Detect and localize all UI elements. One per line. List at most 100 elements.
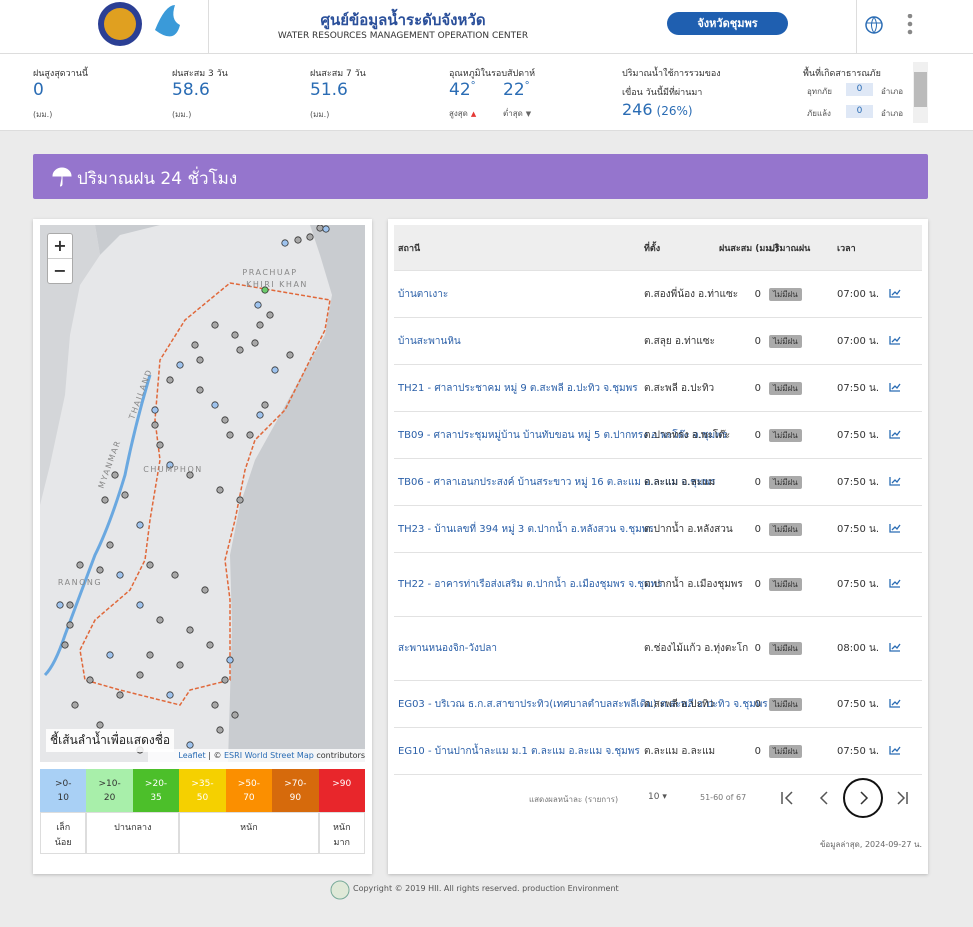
chart-icon-cell[interactable] — [885, 411, 922, 459]
station-marker[interactable] — [71, 701, 79, 709]
chart-icon[interactable] — [889, 429, 901, 439]
station-marker[interactable] — [176, 361, 184, 369]
chart-icon[interactable] — [889, 382, 901, 392]
station-marker[interactable] — [76, 561, 84, 569]
leaflet-link[interactable]: Leaflet — [178, 751, 206, 760]
station-marker[interactable] — [186, 626, 194, 634]
station-marker[interactable] — [66, 621, 74, 629]
station-marker[interactable] — [216, 726, 224, 734]
station-marker[interactable] — [211, 701, 219, 709]
station-marker[interactable] — [254, 301, 262, 309]
station-name[interactable]: TH21 - ศาลาประชาคม หมู่ 9 ต.สะพลี อ.ปะทิ… — [394, 364, 640, 412]
station-marker[interactable] — [156, 616, 164, 624]
station-marker[interactable] — [136, 671, 144, 679]
station-marker[interactable] — [61, 641, 69, 649]
station-marker[interactable] — [56, 601, 64, 609]
station-marker[interactable] — [206, 641, 214, 649]
station-marker[interactable] — [166, 376, 174, 384]
station-marker[interactable] — [196, 356, 204, 364]
chart-icon[interactable] — [889, 578, 901, 588]
station-marker[interactable] — [151, 406, 159, 414]
station-marker[interactable] — [106, 541, 114, 549]
station-marker[interactable] — [261, 286, 269, 294]
station-marker[interactable] — [191, 341, 199, 349]
station-name[interactable]: สะพานหนองจิก-วังปลา — [394, 616, 640, 681]
province-button[interactable]: จังหวัดชุมพร — [667, 12, 788, 35]
station-marker[interactable] — [166, 461, 174, 469]
station-marker[interactable] — [151, 421, 159, 429]
station-marker[interactable] — [256, 321, 264, 329]
zoom-in[interactable]: + — [48, 234, 72, 259]
chart-icon-cell[interactable] — [885, 270, 922, 318]
station-name[interactable]: TB06 - ศาลาเอนกประสงค์ บ้านสระขาว หมู่ 1… — [394, 458, 715, 506]
station-marker[interactable] — [256, 411, 264, 419]
station-marker[interactable] — [201, 586, 209, 594]
station-marker[interactable] — [306, 233, 314, 241]
zoom-out[interactable]: − — [53, 261, 67, 280]
station-marker[interactable] — [236, 346, 244, 354]
station-marker[interactable] — [261, 401, 269, 409]
station-marker[interactable] — [146, 651, 154, 659]
station-marker[interactable] — [96, 566, 104, 574]
chart-icon-cell[interactable] — [885, 317, 922, 365]
station-marker[interactable] — [221, 416, 229, 424]
station-marker[interactable] — [271, 366, 279, 374]
station-marker[interactable] — [136, 521, 144, 529]
station-marker[interactable] — [136, 601, 144, 609]
station-marker[interactable] — [196, 386, 204, 394]
station-marker[interactable] — [176, 661, 184, 669]
per-page-select[interactable]: 10 ▾ — [648, 792, 667, 802]
station-marker[interactable] — [111, 471, 119, 479]
station-marker[interactable] — [211, 401, 219, 409]
chart-icon-cell[interactable] — [885, 727, 922, 775]
chart-icon[interactable] — [889, 476, 901, 486]
chart-icon-cell[interactable] — [885, 505, 922, 553]
chart-icon[interactable] — [889, 745, 901, 755]
station-marker[interactable] — [281, 239, 289, 247]
station-marker[interactable] — [171, 571, 179, 579]
station-marker[interactable] — [226, 656, 234, 664]
station-marker[interactable] — [156, 441, 164, 449]
station-marker[interactable] — [101, 496, 109, 504]
station-name[interactable]: EG03 - บริเวณ ธ.ก.ส.สาขาประทิว(เทศบาลตำบ… — [394, 680, 768, 728]
station-marker[interactable] — [316, 225, 324, 232]
station-name[interactable]: EG10 - บ้านปากน้ำละแม ม.1 ต.ละแม อ.ละแม … — [394, 727, 640, 775]
station-marker[interactable] — [96, 721, 104, 729]
station-marker[interactable] — [116, 691, 124, 699]
station-name[interactable]: TH22 - อาคารท่าเรือส่งเสริม ต.ปากน้ำ อ.เ… — [394, 552, 663, 617]
station-marker[interactable] — [216, 486, 224, 494]
chart-icon-cell[interactable] — [885, 458, 922, 506]
station-marker[interactable] — [266, 311, 274, 319]
chart-icon[interactable] — [889, 698, 901, 708]
station-marker[interactable] — [322, 225, 330, 233]
chart-icon-cell[interactable] — [885, 552, 922, 617]
pager-buttons[interactable] — [770, 777, 920, 819]
station-marker[interactable] — [121, 491, 129, 499]
station-name[interactable]: TB09 - ศาลาประชุมหมู่บ้าน บ้านทับขอน หมู… — [394, 411, 727, 459]
chart-icon-cell[interactable] — [885, 680, 922, 728]
chart-icon-cell[interactable] — [885, 364, 922, 412]
scrollbar[interactable] — [913, 62, 928, 123]
chart-icon-cell[interactable] — [885, 616, 922, 681]
station-marker[interactable] — [116, 571, 124, 579]
chart-icon[interactable] — [889, 335, 901, 345]
station-marker[interactable] — [221, 676, 229, 684]
station-marker[interactable] — [146, 561, 154, 569]
station-name[interactable]: บ้านสะพานหิน — [394, 317, 640, 365]
station-marker[interactable] — [186, 471, 194, 479]
station-marker[interactable] — [106, 651, 114, 659]
station-marker[interactable] — [231, 331, 239, 339]
station-marker[interactable] — [231, 711, 239, 719]
esri-link[interactable]: ESRI World Street Map — [224, 751, 314, 760]
station-marker[interactable] — [294, 236, 302, 244]
station-marker[interactable] — [66, 601, 74, 609]
station-marker[interactable] — [166, 691, 174, 699]
chart-icon[interactable] — [889, 523, 901, 533]
station-marker[interactable] — [251, 339, 259, 347]
chart-icon[interactable] — [889, 288, 901, 298]
station-marker[interactable] — [86, 676, 94, 684]
station-marker[interactable] — [186, 741, 194, 749]
station-name[interactable]: บ้านตาเงาะ — [394, 270, 640, 318]
header-icons[interactable] — [864, 14, 924, 38]
